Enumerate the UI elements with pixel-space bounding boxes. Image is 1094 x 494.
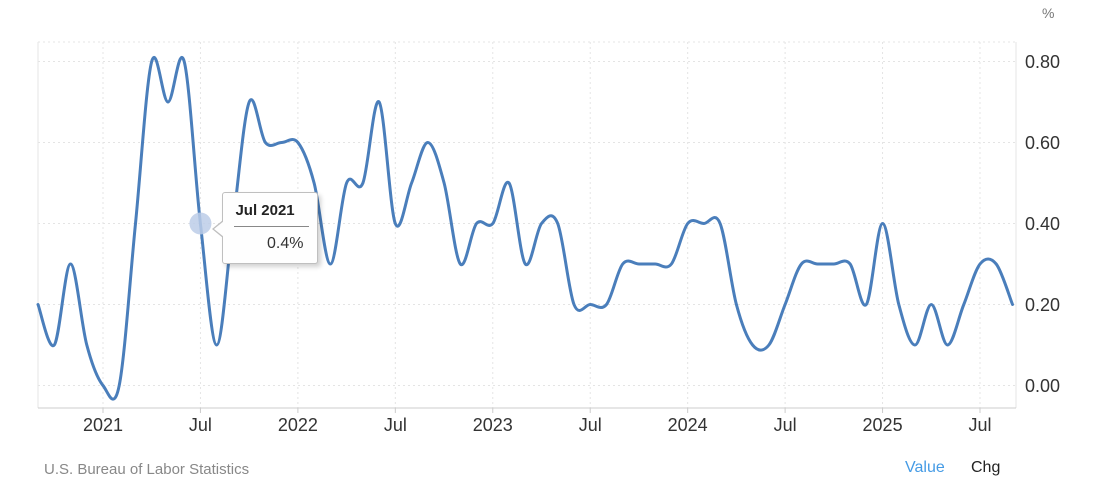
x-axis-tick-label: 2022 [278,415,318,435]
y-axis-tick-label: 0.60 [1025,133,1060,153]
line-chart[interactable]: 0.80 0.60 0.40 0.20 0.00 2021 Jul 2022 Jul 2023 Ju… [0,0,1094,450]
x-axis-tick-label: Jul [774,415,797,435]
x-axis-tick-label: Jul [579,415,602,435]
tooltip-separator [234,225,310,227]
hover-point-marker [189,212,212,235]
source-attribution: U.S. Bureau of Labor Statistics [44,461,250,478]
x-axis-tick-label: Jul [384,415,407,435]
chg-tab[interactable]: Chg [971,459,1001,476]
y-axis-unit-label: % [1042,5,1055,21]
y-axis-tick-label: 0.80 [1025,52,1060,72]
tooltip-value: 0.4% [266,234,304,252]
tooltip: Jul 2021 0.4% [212,191,319,264]
tooltip-title: Jul 2021 [235,201,295,219]
y-axis-tick-label: 0.00 [1025,376,1060,396]
x-axis-tick-label: 2021 [83,415,123,435]
x-axis-tick-label: Jul [968,415,991,435]
data-series-line [36,56,1014,401]
x-axis-tick-label: 2025 [863,415,903,435]
y-axis-tick-label: 0.20 [1025,295,1060,315]
x-axis-tick-label: 2023 [473,415,513,435]
y-axis-tick-label: 0.40 [1025,214,1060,234]
x-axis-tick-label: 2024 [668,415,708,435]
value-tab[interactable]: Value [905,459,945,476]
x-axis-tick-label: Jul [189,415,212,435]
